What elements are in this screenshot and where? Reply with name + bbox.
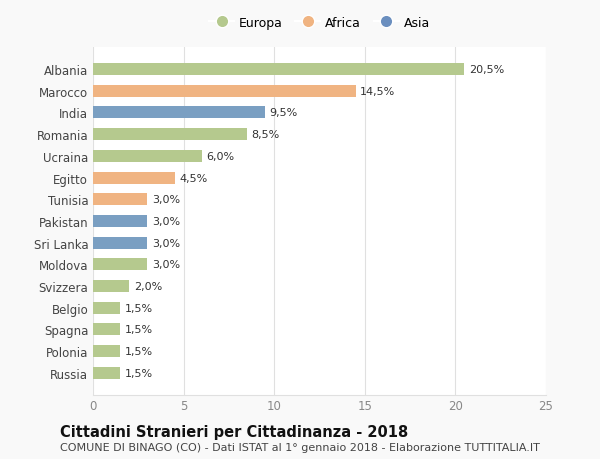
Text: 8,5%: 8,5% — [251, 130, 280, 140]
Bar — [93, 64, 464, 76]
Bar — [93, 129, 247, 141]
Bar — [93, 346, 120, 358]
Legend: Europa, Africa, Asia: Europa, Africa, Asia — [205, 13, 434, 34]
Text: 1,5%: 1,5% — [125, 303, 153, 313]
Bar — [93, 107, 265, 119]
Text: 1,5%: 1,5% — [125, 347, 153, 356]
Text: 3,0%: 3,0% — [152, 217, 180, 226]
Bar — [93, 216, 148, 227]
Text: 9,5%: 9,5% — [269, 108, 298, 118]
Text: 4,5%: 4,5% — [179, 173, 208, 183]
Bar — [93, 237, 148, 249]
Text: 3,0%: 3,0% — [152, 238, 180, 248]
Text: 14,5%: 14,5% — [360, 87, 395, 96]
Bar — [93, 151, 202, 162]
Bar — [93, 85, 356, 97]
Bar — [93, 259, 148, 271]
Bar — [93, 367, 120, 379]
Text: Cittadini Stranieri per Cittadinanza - 2018: Cittadini Stranieri per Cittadinanza - 2… — [60, 425, 408, 440]
Text: 20,5%: 20,5% — [469, 65, 504, 75]
Bar — [93, 194, 148, 206]
Bar — [93, 324, 120, 336]
Text: 1,5%: 1,5% — [125, 325, 153, 335]
Text: 6,0%: 6,0% — [206, 151, 235, 162]
Bar — [93, 172, 175, 184]
Bar — [93, 302, 120, 314]
Text: 3,0%: 3,0% — [152, 260, 180, 270]
Text: 2,0%: 2,0% — [134, 281, 162, 291]
Text: COMUNE DI BINAGO (CO) - Dati ISTAT al 1° gennaio 2018 - Elaborazione TUTTITALIA.: COMUNE DI BINAGO (CO) - Dati ISTAT al 1°… — [60, 442, 540, 452]
Bar — [93, 280, 129, 292]
Text: 3,0%: 3,0% — [152, 195, 180, 205]
Text: 1,5%: 1,5% — [125, 368, 153, 378]
